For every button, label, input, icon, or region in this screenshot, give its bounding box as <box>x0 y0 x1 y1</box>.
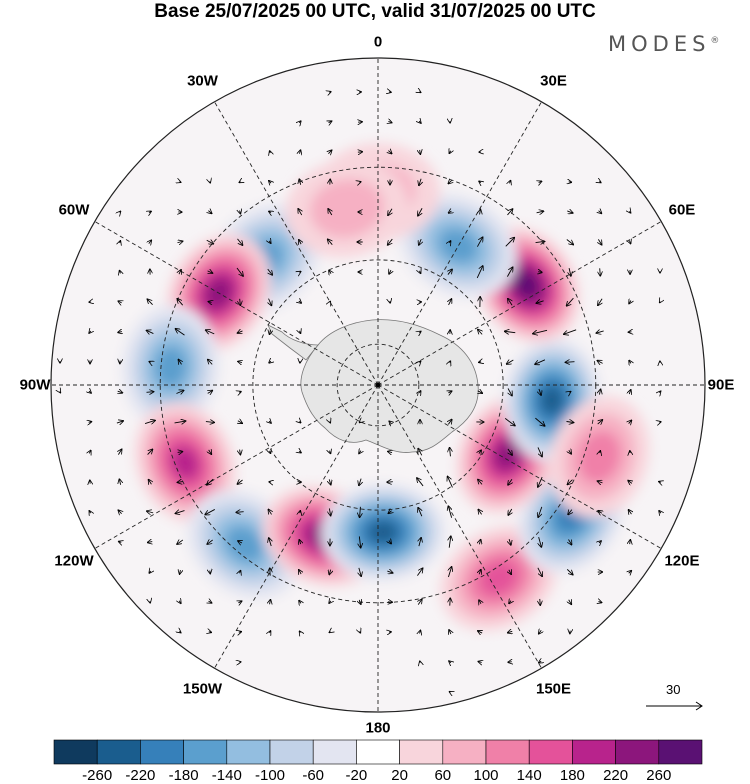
colorbar-swatch <box>54 740 97 764</box>
wind-arrow <box>270 151 271 153</box>
colorbar-swatch <box>529 740 572 764</box>
longitude-label: 0 <box>374 34 382 51</box>
polar-map <box>0 0 750 730</box>
wind-arrow <box>89 422 92 423</box>
longitude-label: 60E <box>669 201 696 218</box>
colorbar-swatch <box>356 740 399 764</box>
colorbar-label: 220 <box>603 767 628 784</box>
colorbar-swatch <box>313 740 356 764</box>
colorbar-swatch <box>270 740 313 764</box>
wind-arrow <box>600 451 601 453</box>
wind-arrow <box>239 182 240 183</box>
vector-reference: 30 <box>640 682 710 712</box>
colorbar-label: 180 <box>560 767 585 784</box>
wind-arrow <box>479 362 481 363</box>
wind-arrow <box>419 92 420 93</box>
colorbar-label: -260 <box>82 767 112 784</box>
colorbar-label: 140 <box>517 767 542 784</box>
colorbar-swatch <box>97 740 140 764</box>
colorbar-swatch <box>184 740 227 764</box>
wind-arrow <box>240 299 241 305</box>
wind-arrow <box>300 511 301 513</box>
wind-arrow <box>600 268 601 275</box>
longitude-label: 150W <box>183 680 222 697</box>
longitude-label: 90E <box>708 377 735 394</box>
wind-arrow <box>360 422 361 423</box>
wind-arrow <box>450 361 451 362</box>
south-pole-dot <box>376 383 381 388</box>
colorbar-swatch <box>659 740 702 764</box>
wind-arrow <box>329 92 331 93</box>
colorbar-swatch <box>486 740 529 764</box>
wind-arrow <box>330 632 331 633</box>
wind-arrow <box>450 692 451 693</box>
colorbar-label: -180 <box>169 767 199 784</box>
colorbar-label: -60 <box>302 767 324 784</box>
colorbar-swatch <box>400 740 443 764</box>
longitude-label: 120W <box>54 552 93 569</box>
colorbar-label: 260 <box>646 767 671 784</box>
colorbar-label: 100 <box>473 767 498 784</box>
wind-arrow <box>149 362 150 363</box>
colorbar-label: -220 <box>125 767 155 784</box>
colorbar-swatch <box>616 740 659 764</box>
wind-arrow <box>60 391 61 392</box>
colorbar-label: -100 <box>255 767 285 784</box>
colorbar-swatch <box>572 740 615 764</box>
colorbar-label: 20 <box>391 767 408 784</box>
wind-arrow <box>508 662 512 663</box>
longitude-label: 60W <box>59 201 90 218</box>
wind-arrow <box>120 212 121 213</box>
wind-arrow <box>299 272 300 273</box>
colorbar-swatch <box>227 740 270 764</box>
vector-reference-arrow <box>640 682 710 712</box>
wind-arrow <box>387 482 393 483</box>
longitude-label: 150E <box>536 680 571 697</box>
longitude-label: 30E <box>540 73 567 90</box>
longitude-label: 90W <box>20 377 51 394</box>
wind-arrow <box>239 392 241 393</box>
colorbar-swatch <box>140 740 183 764</box>
colorbar-swatch <box>443 740 486 764</box>
colorbar-label: -140 <box>212 767 242 784</box>
colorbar-label: 60 <box>434 767 451 784</box>
wind-arrow <box>360 631 361 632</box>
wind-arrow <box>660 302 661 303</box>
colorbar <box>0 730 750 766</box>
colorbar-label: -20 <box>346 767 368 784</box>
longitude-label: 30W <box>187 73 218 90</box>
wind-arrow <box>570 392 571 393</box>
longitude-label: 120E <box>664 552 699 569</box>
